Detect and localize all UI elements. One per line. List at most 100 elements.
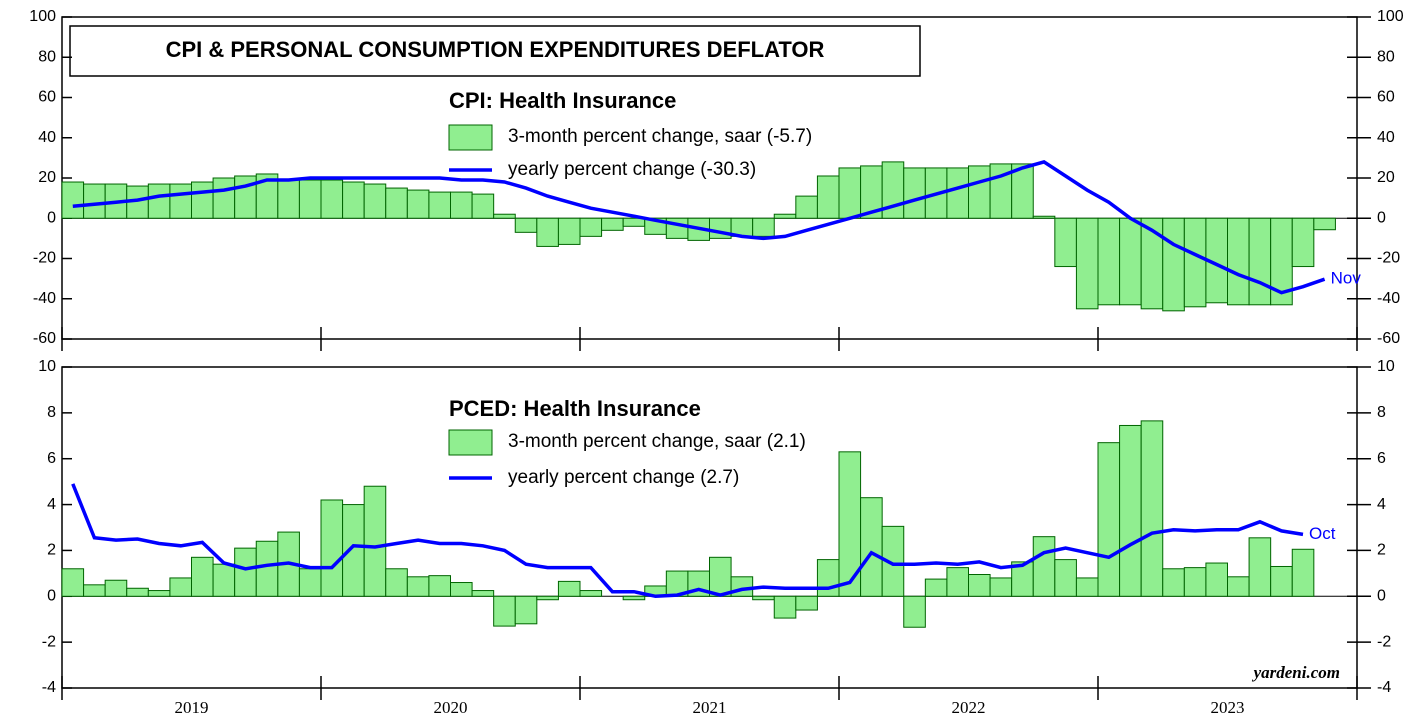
bar	[1097, 442, 1121, 597]
bar	[428, 575, 451, 597]
x-tick-label: 2019	[175, 698, 209, 717]
bar	[536, 595, 559, 601]
legend-swatch	[448, 429, 493, 456]
bar	[1119, 217, 1142, 306]
y-tick-label-right: 20	[1377, 169, 1395, 186]
bar	[406, 189, 430, 219]
x-tick-label: 2020	[434, 698, 468, 717]
y-tick-label-right: 4	[1377, 496, 1386, 513]
bar	[773, 595, 797, 619]
bar	[795, 595, 818, 611]
y-tick-label: 6	[47, 450, 56, 467]
y-tick-label-right: -20	[1377, 250, 1400, 267]
bar	[881, 525, 905, 597]
bar	[1162, 217, 1185, 312]
bar	[1227, 576, 1250, 597]
bar	[450, 191, 473, 219]
bar	[363, 183, 387, 219]
bar	[1075, 577, 1099, 597]
bar	[169, 183, 193, 219]
legend-label: 3-month percent change, saar (2.1)	[508, 431, 806, 452]
bar	[1270, 565, 1293, 597]
y-tick-label: -40	[33, 290, 56, 307]
bar	[1032, 215, 1056, 219]
bar	[1248, 217, 1272, 306]
bar	[169, 577, 193, 597]
bar	[406, 576, 430, 597]
bar	[860, 497, 883, 597]
legend-label: 3-month percent change, saar (-5.7)	[508, 126, 812, 147]
y-tick-label-right: -4	[1377, 679, 1391, 696]
bar	[1054, 559, 1077, 597]
bar	[493, 595, 516, 627]
y-tick-label-right: 40	[1377, 129, 1395, 146]
bar	[1011, 163, 1034, 219]
panel-title: PCED: Health Insurance	[449, 396, 701, 421]
bar	[493, 213, 516, 219]
bar	[320, 179, 344, 219]
bar	[1097, 217, 1121, 306]
bar	[601, 217, 624, 231]
source: yardeni.com	[1252, 663, 1340, 682]
bar	[1227, 217, 1250, 306]
bar	[579, 590, 603, 597]
bar	[968, 165, 991, 219]
title-box	[69, 25, 921, 77]
y-tick-label: -20	[33, 250, 56, 267]
y-tick-label-right: -2	[1377, 633, 1391, 650]
end-label: Oct	[1309, 524, 1336, 543]
bar	[428, 191, 451, 219]
line	[71, 483, 1304, 599]
bar	[234, 547, 257, 597]
bar	[471, 193, 495, 219]
bar	[968, 574, 991, 597]
x-tick-label: 2022	[952, 698, 986, 717]
y-tick-label: -4	[42, 679, 56, 696]
y-tick-label-right: 60	[1377, 89, 1395, 106]
bar	[1119, 424, 1142, 597]
y-tick-label: 8	[47, 404, 56, 421]
bar	[795, 195, 818, 219]
bar	[709, 556, 732, 597]
bar	[1054, 217, 1077, 268]
chart-title: CPI & PERSONAL CONSUMPTION EXPENDITURES …	[166, 37, 825, 62]
bar	[924, 578, 948, 597]
bar	[989, 577, 1013, 597]
bar	[903, 167, 926, 219]
bar	[363, 485, 387, 597]
y-tick-label-right: 10	[1377, 358, 1395, 375]
bar	[1140, 420, 1164, 597]
y-tick-label: 100	[29, 8, 56, 25]
legend-label: yearly percent change (-30.3)	[508, 159, 756, 180]
bar	[147, 183, 171, 219]
y-tick-label: 2	[47, 542, 56, 559]
bar	[191, 556, 214, 597]
bar	[536, 217, 559, 247]
bar	[104, 579, 128, 597]
y-tick-label: 60	[38, 89, 56, 106]
bar	[126, 587, 149, 597]
bar	[342, 504, 365, 597]
bar	[255, 540, 279, 597]
line	[72, 160, 1326, 295]
bar	[816, 175, 840, 219]
y-tick-label: 10	[38, 358, 56, 375]
bar	[730, 576, 754, 597]
bar	[61, 181, 85, 219]
y-tick-label: 4	[47, 496, 56, 513]
bar	[946, 167, 970, 219]
bar	[147, 590, 171, 597]
bar	[773, 213, 797, 219]
bar	[752, 217, 775, 237]
y-tick-label-right: 6	[1377, 450, 1386, 467]
bar	[61, 568, 85, 597]
y-tick-label-right: -60	[1377, 330, 1400, 347]
x-tick-label: 2021	[693, 698, 727, 717]
bar	[212, 177, 236, 219]
bar	[298, 568, 322, 597]
bar	[903, 595, 926, 628]
y-tick-label-right: 100	[1377, 8, 1404, 25]
bar	[1248, 537, 1272, 597]
bar	[557, 580, 581, 597]
